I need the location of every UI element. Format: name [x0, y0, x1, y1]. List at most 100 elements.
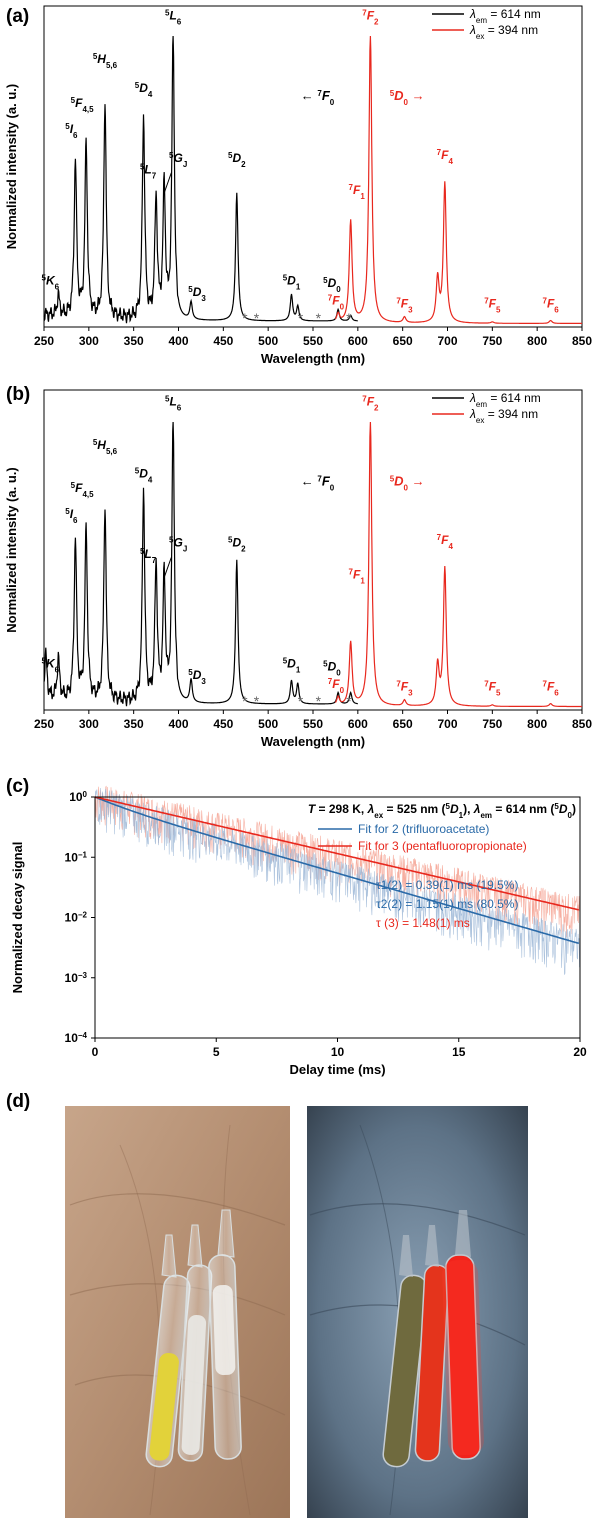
ampoule-uv-3 [442, 1210, 484, 1460]
peak-label: 5D0 [323, 276, 341, 294]
peak-label: 5H5,6 [93, 52, 118, 70]
spectrum-line-excitation [43, 35, 358, 324]
asterisk-mark: * [254, 693, 260, 709]
ampoule-uv-2 [414, 1225, 450, 1462]
data-noise-3 [94, 785, 581, 938]
fit-line-3 [94, 796, 579, 911]
photo-uv [307, 1106, 528, 1518]
peak-label: 7F0 [328, 293, 345, 311]
panel-c: (c) 0 5 10 15 20 100 10−1 10−2 10−3 10−4 Delay time… [0, 770, 594, 1085]
panel-label: (c) [6, 776, 29, 797]
peak-label: 7F4 [437, 148, 454, 166]
panel-d: (d) [0, 1085, 594, 1518]
x-tick-label: 450 [213, 717, 233, 731]
peak-label: 5D3 [188, 668, 206, 686]
x-tick-label: 250 [34, 334, 54, 348]
x-tick-label: 5 [213, 1045, 220, 1059]
peak-label: 5I6 [65, 506, 78, 524]
photo-daylight [65, 1106, 290, 1518]
peak-label: 5I6 [65, 121, 78, 139]
x-tick-label: 550 [303, 717, 323, 731]
peak-label: 5L6 [165, 8, 182, 26]
peak-label: 7F1 [349, 567, 366, 585]
annotation-arrow [163, 557, 172, 578]
y-tick-label: 10−1 [65, 850, 88, 865]
spectrum-chart-a: (a) 250 300 350 400 450 500 550 600 650 700 750 800 8… [4, 5, 592, 366]
photo-panel-d: (d) [6, 1091, 528, 1518]
peak-label: 7F2 [362, 394, 379, 412]
peak-label: 5D4 [135, 81, 153, 99]
peak-label: 7F3 [396, 679, 413, 697]
ampoule-yellow [145, 1234, 191, 1468]
x-tick-label: 800 [527, 717, 547, 731]
panel-a: (a) 250 300 350 400 450 500 550 600 650 700 750 800 8… [0, 0, 594, 380]
lifetime-value: τ (3) = 1.48(1) ms [376, 916, 470, 930]
legend-entry: λem = 614 nm [469, 391, 541, 409]
peak-label: 5K6 [42, 656, 60, 674]
x-tick-label: 20 [573, 1045, 587, 1059]
x-tick-label: 750 [482, 334, 502, 348]
x-tick-label: 600 [348, 334, 368, 348]
x-tick-label: 350 [124, 717, 144, 731]
data-noise-2 [94, 787, 581, 975]
x-axis-label: Wavelength (nm) [261, 734, 365, 749]
peak-label: 5L6 [165, 394, 182, 412]
x-axis-label: Wavelength (nm) [261, 351, 365, 366]
x-axis-label: Delay time (ms) [289, 1062, 385, 1077]
peak-label: 7F6 [542, 679, 559, 697]
arrow-label-5D0: 5D0 → [390, 88, 425, 107]
asterisk-mark: * [346, 693, 352, 709]
x-tick-label: 500 [258, 717, 278, 731]
panel-label: (a) [6, 6, 29, 27]
peak-label: 7F3 [396, 296, 413, 314]
y-axis-label: Normalized intensity (a. u.) [4, 84, 19, 249]
x-tick-label: 550 [303, 334, 323, 348]
x-tick-label: 10 [331, 1045, 345, 1059]
peak-label: 5H5,6 [93, 437, 118, 455]
panel-label: (b) [6, 384, 30, 405]
peak-label: 5D2 [228, 151, 246, 169]
x-tick-label: 850 [572, 334, 592, 348]
plot-frame [43, 389, 583, 711]
x-tick-label: 500 [258, 334, 278, 348]
panel-label-d: (d) [6, 1091, 30, 1112]
arrow-label-7F0: ← 7F0 [301, 473, 335, 492]
spectrum-line-excitation [43, 421, 358, 707]
peak-label: 5GJ [169, 535, 187, 553]
y-tick-label: 100 [69, 790, 87, 805]
y-axis-label: Normalized intensity (a. u.) [4, 467, 19, 632]
panel-b: (b) 250 300 350 400 450 500 550 600 650 700 750 800 8… [0, 380, 594, 770]
x-tick-label: 750 [482, 717, 502, 731]
peak-label: 7F4 [437, 532, 454, 550]
y-tick-label: 10−4 [65, 1031, 88, 1046]
asterisk-mark: * [254, 310, 260, 326]
peak-label: 7F1 [349, 183, 366, 201]
x-tick-label: 300 [79, 334, 99, 348]
peak-label: 5D3 [188, 284, 206, 302]
peak-label: 5GJ [169, 151, 187, 169]
x-tick-label: 850 [572, 717, 592, 731]
peak-label: 5K6 [42, 273, 60, 291]
ampoule-white-coarse [208, 1209, 242, 1460]
peak-label: 7F5 [484, 679, 501, 697]
x-tick-label: 700 [437, 717, 457, 731]
x-tick-label: 300 [79, 717, 99, 731]
peak-label: 5L7 [140, 162, 157, 180]
spectrum-chart-b: (b) 250 300 350 400 450 500 550 600 650 700 750 800 8… [4, 384, 592, 749]
decay-chart-c: (c) 0 5 10 15 20 100 10−1 10−2 10−3 10−4 Delay time… [6, 776, 587, 1077]
asterisk-mark: * [346, 310, 352, 326]
asterisk-mark: * [316, 310, 322, 326]
x-tick-label: 800 [527, 334, 547, 348]
x-tick-label: 350 [124, 334, 144, 348]
fit-line-2 [94, 796, 580, 945]
asterisk-mark: * [242, 693, 248, 709]
lifetime-value: τ1(2) = 0.39(1) ms (19.5%) [376, 878, 518, 892]
legend-entry: Fit for 3 (pentafluoropropionate) [358, 839, 527, 853]
arrow-label-5D0: 5D0 → [390, 473, 425, 492]
x-tick-label: 650 [393, 334, 413, 348]
x-tick-label: 650 [393, 717, 413, 731]
x-tick-label: 600 [348, 717, 368, 731]
peak-label: 5F4,5 [71, 95, 94, 113]
asterisk-mark: * [242, 310, 248, 326]
legend-entry: λem = 614 nm [469, 7, 541, 25]
